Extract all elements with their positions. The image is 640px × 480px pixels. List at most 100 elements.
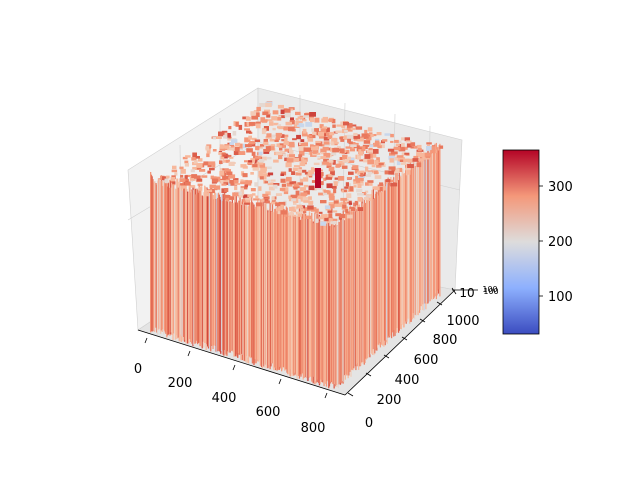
y-tick-label: 1000 — [446, 314, 479, 329]
surface-top-patch — [328, 131, 335, 136]
surface-top-patch — [203, 161, 209, 166]
surface-top-patch — [212, 163, 216, 168]
surface-top-patch — [347, 160, 355, 163]
surface-bar-front — [311, 212, 313, 382]
surface-top-patch — [295, 172, 302, 176]
surface-bar-front — [287, 214, 289, 375]
surface-top-patch — [302, 142, 308, 146]
surface-top-patch — [271, 116, 278, 121]
surface-top-patch — [291, 171, 296, 175]
surface-top-patch — [424, 152, 431, 157]
surface-bar-front — [225, 198, 227, 355]
surface-top-patch — [262, 193, 269, 197]
surface-top-patch — [224, 188, 229, 192]
surface-bar-side — [405, 164, 407, 322]
surface-top-patch — [341, 165, 348, 169]
surface-top-patch — [413, 155, 419, 159]
colorbar-tick-label: 200 — [548, 235, 573, 250]
surface-top-patch — [289, 147, 293, 153]
surface-top-patch — [325, 174, 331, 180]
surface-top-patch — [416, 152, 422, 158]
surface-top-patch — [285, 177, 292, 182]
surface-top-patch — [328, 166, 335, 172]
surface-bar-front — [311, 218, 314, 382]
surface-top-patch — [266, 113, 271, 118]
surface-top-patch — [404, 152, 410, 155]
surface-top-patch — [258, 171, 263, 177]
surface-bar-side — [394, 182, 396, 336]
z-axis: 10 100 100 — [451, 285, 499, 300]
surface-top-patch — [416, 144, 422, 149]
surface-bar-side — [430, 149, 432, 300]
surface-bar-front — [268, 209, 270, 365]
surface-bar-side — [360, 208, 362, 366]
surface-top-patch — [329, 118, 333, 123]
surface-top-patch — [180, 174, 184, 179]
surface-top-patch — [346, 193, 352, 199]
surface-top-patch — [396, 155, 404, 158]
surface-bar-front — [230, 202, 232, 351]
surface-bar-front — [252, 203, 254, 363]
surface-bar-front — [245, 203, 247, 357]
surface-top-patch — [275, 135, 281, 141]
surface-top-patch — [289, 181, 297, 185]
surface-top-patch — [417, 148, 422, 152]
surface-top-patch — [330, 141, 334, 145]
surface-bar-side — [409, 165, 411, 324]
surface-top-patch — [332, 141, 339, 144]
surface-top-patch — [171, 169, 178, 173]
surface-bar-side — [431, 153, 433, 300]
surface-top-patch — [348, 171, 354, 175]
surface-top-patch — [183, 178, 189, 183]
surface-top-patch — [299, 150, 305, 156]
surface-bar-front — [260, 199, 262, 366]
surface-top-patch — [315, 141, 323, 147]
surface-bar-side — [391, 185, 393, 339]
surface-top-patch — [292, 167, 300, 171]
surface-top-patch — [288, 168, 292, 172]
surface-top-patch — [231, 139, 238, 143]
surface-bar-front — [244, 206, 247, 362]
surface-top-patch — [345, 182, 349, 187]
surface-bar-side — [347, 216, 349, 379]
surface-top-patch — [229, 196, 234, 200]
surface-top-patch — [364, 129, 368, 134]
surface-bar-side — [372, 188, 374, 350]
surface-top-patch — [339, 136, 344, 140]
surface-top-patch — [206, 153, 210, 158]
surface-top-patch — [359, 159, 365, 162]
surface-bar-front — [310, 219, 312, 377]
surface-top-patch — [199, 169, 206, 172]
surface-top-patch — [376, 157, 380, 163]
surface-top-patch — [327, 208, 333, 213]
surface-bar-front — [304, 214, 307, 377]
surface-top-patch — [261, 174, 267, 179]
surface-bar-front — [247, 196, 249, 358]
surface-top-patch — [316, 152, 321, 155]
surface-bar-front — [184, 189, 186, 340]
surface-top-patch — [293, 124, 300, 128]
surface-bar-side — [364, 203, 366, 363]
surface-bar-front — [154, 181, 156, 331]
surface-top-patch — [280, 210, 288, 215]
surface-top-patch — [322, 161, 329, 165]
surface-bar-front — [178, 181, 180, 341]
surface-top-patch — [288, 108, 294, 111]
surface-top-patch — [426, 142, 432, 145]
surface-bar-front — [314, 212, 316, 385]
surface-bar-front — [193, 190, 195, 346]
surface-bar-side — [381, 192, 383, 345]
surface-top-patch — [296, 134, 301, 140]
surface-top-patch — [358, 170, 365, 175]
surface-bar-front — [278, 214, 280, 370]
surface-top-patch — [390, 140, 394, 143]
surface-bar-side — [356, 201, 358, 367]
surface-top-patch — [331, 185, 337, 189]
surface-top-patch — [315, 218, 319, 223]
surface-bar-side — [368, 200, 370, 358]
surface-top-patch — [319, 135, 326, 139]
surface-top-patch — [290, 117, 294, 121]
surface-top-patch — [281, 183, 287, 187]
surface-bar-side — [386, 187, 388, 344]
surface-top-patch — [279, 145, 285, 148]
